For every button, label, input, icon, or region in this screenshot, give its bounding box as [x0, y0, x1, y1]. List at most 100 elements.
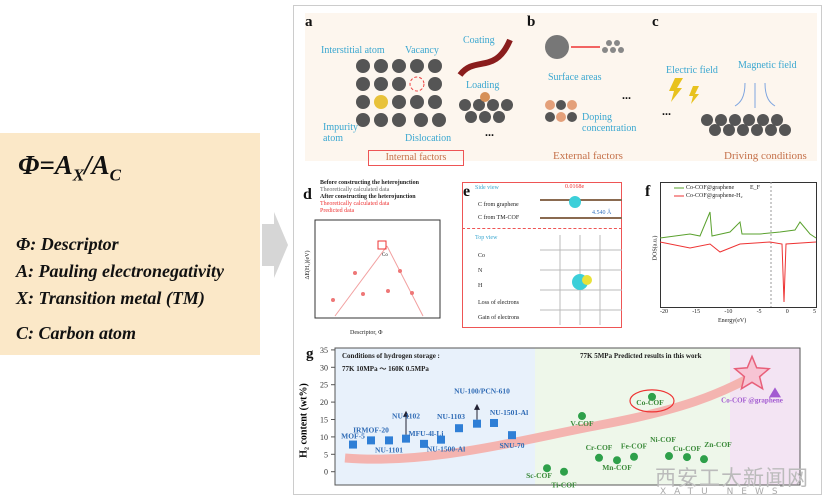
watermark-cn: 西安工大新闻网	[655, 466, 809, 490]
data-label: NU-1103	[437, 412, 465, 421]
label-surface-areas: Surface areas	[548, 72, 602, 83]
data-point-mof	[420, 439, 428, 448]
atom-co-label: Co	[478, 253, 486, 259]
data-label: IRMOF-20	[353, 425, 389, 434]
definition-electronegativity: A: Pauling electronegativity	[16, 261, 224, 281]
cof-structure-icon	[540, 196, 622, 325]
legend-co-cof-graphene-h2: Co-COF@graphene-H₂	[686, 193, 743, 199]
data-label: V-COF	[570, 419, 594, 428]
data-label: MFU-4l-Li	[409, 429, 444, 438]
data-label: NU-1101	[375, 445, 403, 454]
data-label: Co-COF	[636, 398, 664, 407]
y-tick-label: 20	[320, 398, 328, 407]
label-doping-concentration: Doping concentration	[582, 112, 637, 134]
panel-d-legend: Before constructing the heterojunction Th…	[320, 180, 419, 214]
panel-g-label: g	[306, 346, 314, 362]
panel-g-ylabel: H₂ content (wt%)	[298, 383, 310, 458]
gain-electrons-label: Gain of electrons	[478, 315, 520, 321]
data-point-cof	[683, 453, 691, 462]
side-view-label: Side view	[475, 185, 499, 191]
ellipsis: ...	[485, 125, 494, 139]
data-point-mof	[455, 424, 463, 433]
panel-b-label: b	[527, 14, 536, 30]
data-point-cof	[648, 392, 656, 401]
external-factors-caption: External factors	[553, 150, 623, 162]
trend-arrow	[344, 368, 763, 464]
data-label: SNU-70	[499, 441, 524, 450]
data-point-cof	[613, 456, 621, 465]
ellipsis: ...	[622, 88, 631, 102]
charge-transfer-label: 0.0168e	[565, 184, 585, 190]
data-arrowhead	[474, 403, 480, 410]
y-tick-label: 5	[324, 450, 328, 459]
svg-text:Co: Co	[382, 253, 388, 258]
data-point-cof	[700, 455, 708, 464]
definition-carbon: C: Carbon atom	[16, 323, 137, 343]
label-coating: Coating	[463, 35, 495, 46]
y-tick-label: 15	[320, 416, 328, 425]
descriptor-formula: Φ=AX/AC	[18, 150, 121, 185]
legend-co-cof-graphene: Co-COF@graphene	[686, 185, 735, 191]
data-point-cof	[578, 412, 586, 421]
y-tick-label: 30	[320, 363, 328, 372]
panel-f-dos-plot	[660, 182, 817, 308]
data-label: Mn-COF	[602, 463, 632, 472]
data-point-cof	[560, 467, 568, 476]
panel-e-divider	[462, 228, 622, 229]
surface-doping-icon	[545, 35, 624, 122]
data-label: NU-100/PCN-610	[454, 387, 510, 396]
data-point-mof	[385, 436, 393, 445]
data-point-cof	[543, 464, 551, 473]
y-tick-label: 25	[320, 381, 328, 390]
panel-f-label: f	[645, 183, 651, 200]
data-label: NU-1102	[392, 412, 420, 421]
definition-transition-metal: X: Transition metal (TM)	[16, 288, 205, 308]
y-tick-label: 0	[324, 468, 328, 477]
data-arrowhead	[403, 410, 409, 417]
panel-f-xticks: -20 -15 -10 -5 0 5	[660, 309, 816, 315]
data-label: Fe-COF	[621, 442, 648, 451]
y-tick-label: 10	[320, 433, 328, 442]
data-label: Cr-COF	[586, 443, 613, 452]
data-label: Sc-COF	[526, 471, 552, 480]
panel-e-frame	[462, 182, 622, 328]
data-point-cof	[630, 452, 638, 461]
driving-conditions-caption: Driving conditions	[724, 150, 807, 162]
predicted-results-label: 77K 5MPa Predicted results in this work	[580, 352, 702, 360]
data-point-mof	[402, 434, 410, 443]
data-label: NU-1500-Al	[427, 445, 465, 454]
field-lattice-icon	[669, 78, 791, 136]
y-tick-label: 35	[320, 346, 328, 355]
panel-d-xlabel: Descriptor, Φ	[350, 330, 383, 336]
label-impurity-atom: Impurity atom	[323, 122, 358, 144]
arrow-right-icon	[262, 212, 288, 278]
fermi-level-label: E_F	[750, 185, 761, 191]
data-point-mof	[367, 436, 375, 445]
storage-conditions-label: Conditions of hydrogen storage :	[342, 352, 440, 360]
top-view-label: Top view	[475, 235, 498, 241]
data-point-cof	[595, 453, 603, 462]
panel-f-xlabel: Energy(eV)	[718, 318, 747, 324]
data-label: NU-1501-Al	[490, 408, 528, 417]
panel-d-label: d	[303, 186, 312, 203]
crystal-lattice-icon	[356, 59, 446, 127]
panel-d-plot: Co	[314, 219, 441, 319]
data-point-star	[733, 354, 771, 391]
distance-label: 4.540 Å	[592, 210, 612, 216]
atom-n-label: N	[478, 268, 483, 274]
c-tmcof-label: C from TM-COF	[478, 215, 520, 221]
data-point-cof	[665, 452, 673, 461]
definition-descriptor: Φ: Descriptor	[16, 234, 119, 254]
label-vacancy: Vacancy	[405, 45, 439, 56]
label-interstitial-atom: Interstitial atom	[321, 45, 385, 56]
data-point-mof	[437, 435, 445, 444]
data-label: MOF-5	[341, 432, 365, 441]
loss-electrons-label: Loss of electrons	[478, 300, 519, 306]
label-loading: Loading	[466, 80, 500, 91]
storage-conditions-range: 77K 10MPa ～ 160K 0.5MPa	[342, 365, 429, 373]
ellipsis: ...	[662, 104, 671, 118]
data-point-mof	[508, 431, 516, 440]
data-label: Cu-COF	[673, 444, 701, 453]
atom-h-label: H	[478, 283, 483, 289]
highlight-ellipse	[629, 389, 675, 413]
